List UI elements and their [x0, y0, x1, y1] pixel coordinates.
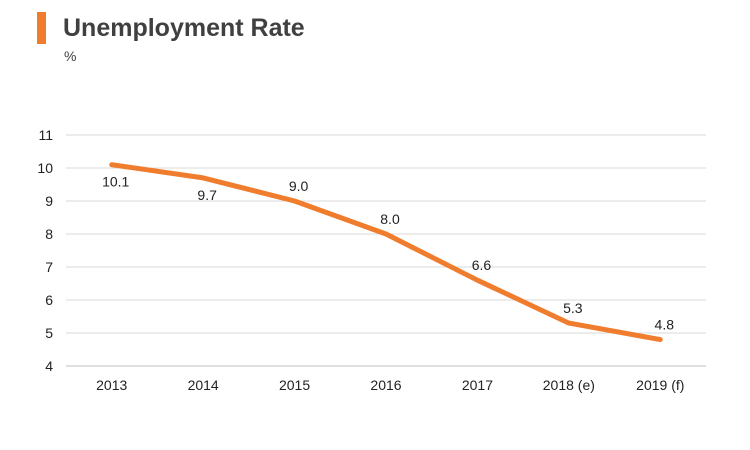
- x-tick-label: 2015: [279, 377, 310, 393]
- x-tick-label: 2014: [188, 377, 219, 393]
- y-tick-label: 5: [45, 325, 53, 341]
- data-label: 5.3: [563, 300, 583, 316]
- data-label: 9.7: [197, 187, 217, 203]
- y-tick-label: 9: [45, 193, 53, 209]
- x-tick-label: 2017: [462, 377, 493, 393]
- data-label: 4.8: [655, 317, 675, 333]
- data-label: 9.0: [289, 178, 309, 194]
- x-tick-label: 2019 (f): [636, 377, 684, 393]
- data-labels: 10.1 9.7 9.0 8.0 6.6 5.3 4.8: [102, 174, 674, 333]
- x-tick-label: 2018 (e): [543, 377, 595, 393]
- x-axis: 2013 2014 2015 2016 2017 2018 (e) 2019 (f): [96, 377, 684, 393]
- data-label: 6.6: [472, 257, 492, 273]
- chart-title: Unemployment Rate: [63, 14, 305, 42]
- series-group: [109, 162, 663, 343]
- unit-label: %: [64, 48, 77, 64]
- y-tick-label: 6: [45, 292, 53, 308]
- gridlines: [66, 134, 706, 367]
- series-line: [109, 162, 663, 343]
- y-tick-label: 4: [45, 358, 53, 374]
- data-label: 10.1: [102, 174, 129, 190]
- y-axis: 4 5 6 7 8 9 10 11: [37, 127, 53, 374]
- y-tick-label: 8: [45, 226, 53, 242]
- data-label: 8.0: [380, 211, 400, 227]
- y-tick-label: 7: [45, 259, 53, 275]
- x-tick-label: 2016: [370, 377, 401, 393]
- title-accent-bar: [37, 12, 46, 44]
- y-tick-label: 11: [38, 127, 53, 143]
- x-tick-label: 2013: [96, 377, 127, 393]
- y-tick-label: 10: [37, 160, 53, 176]
